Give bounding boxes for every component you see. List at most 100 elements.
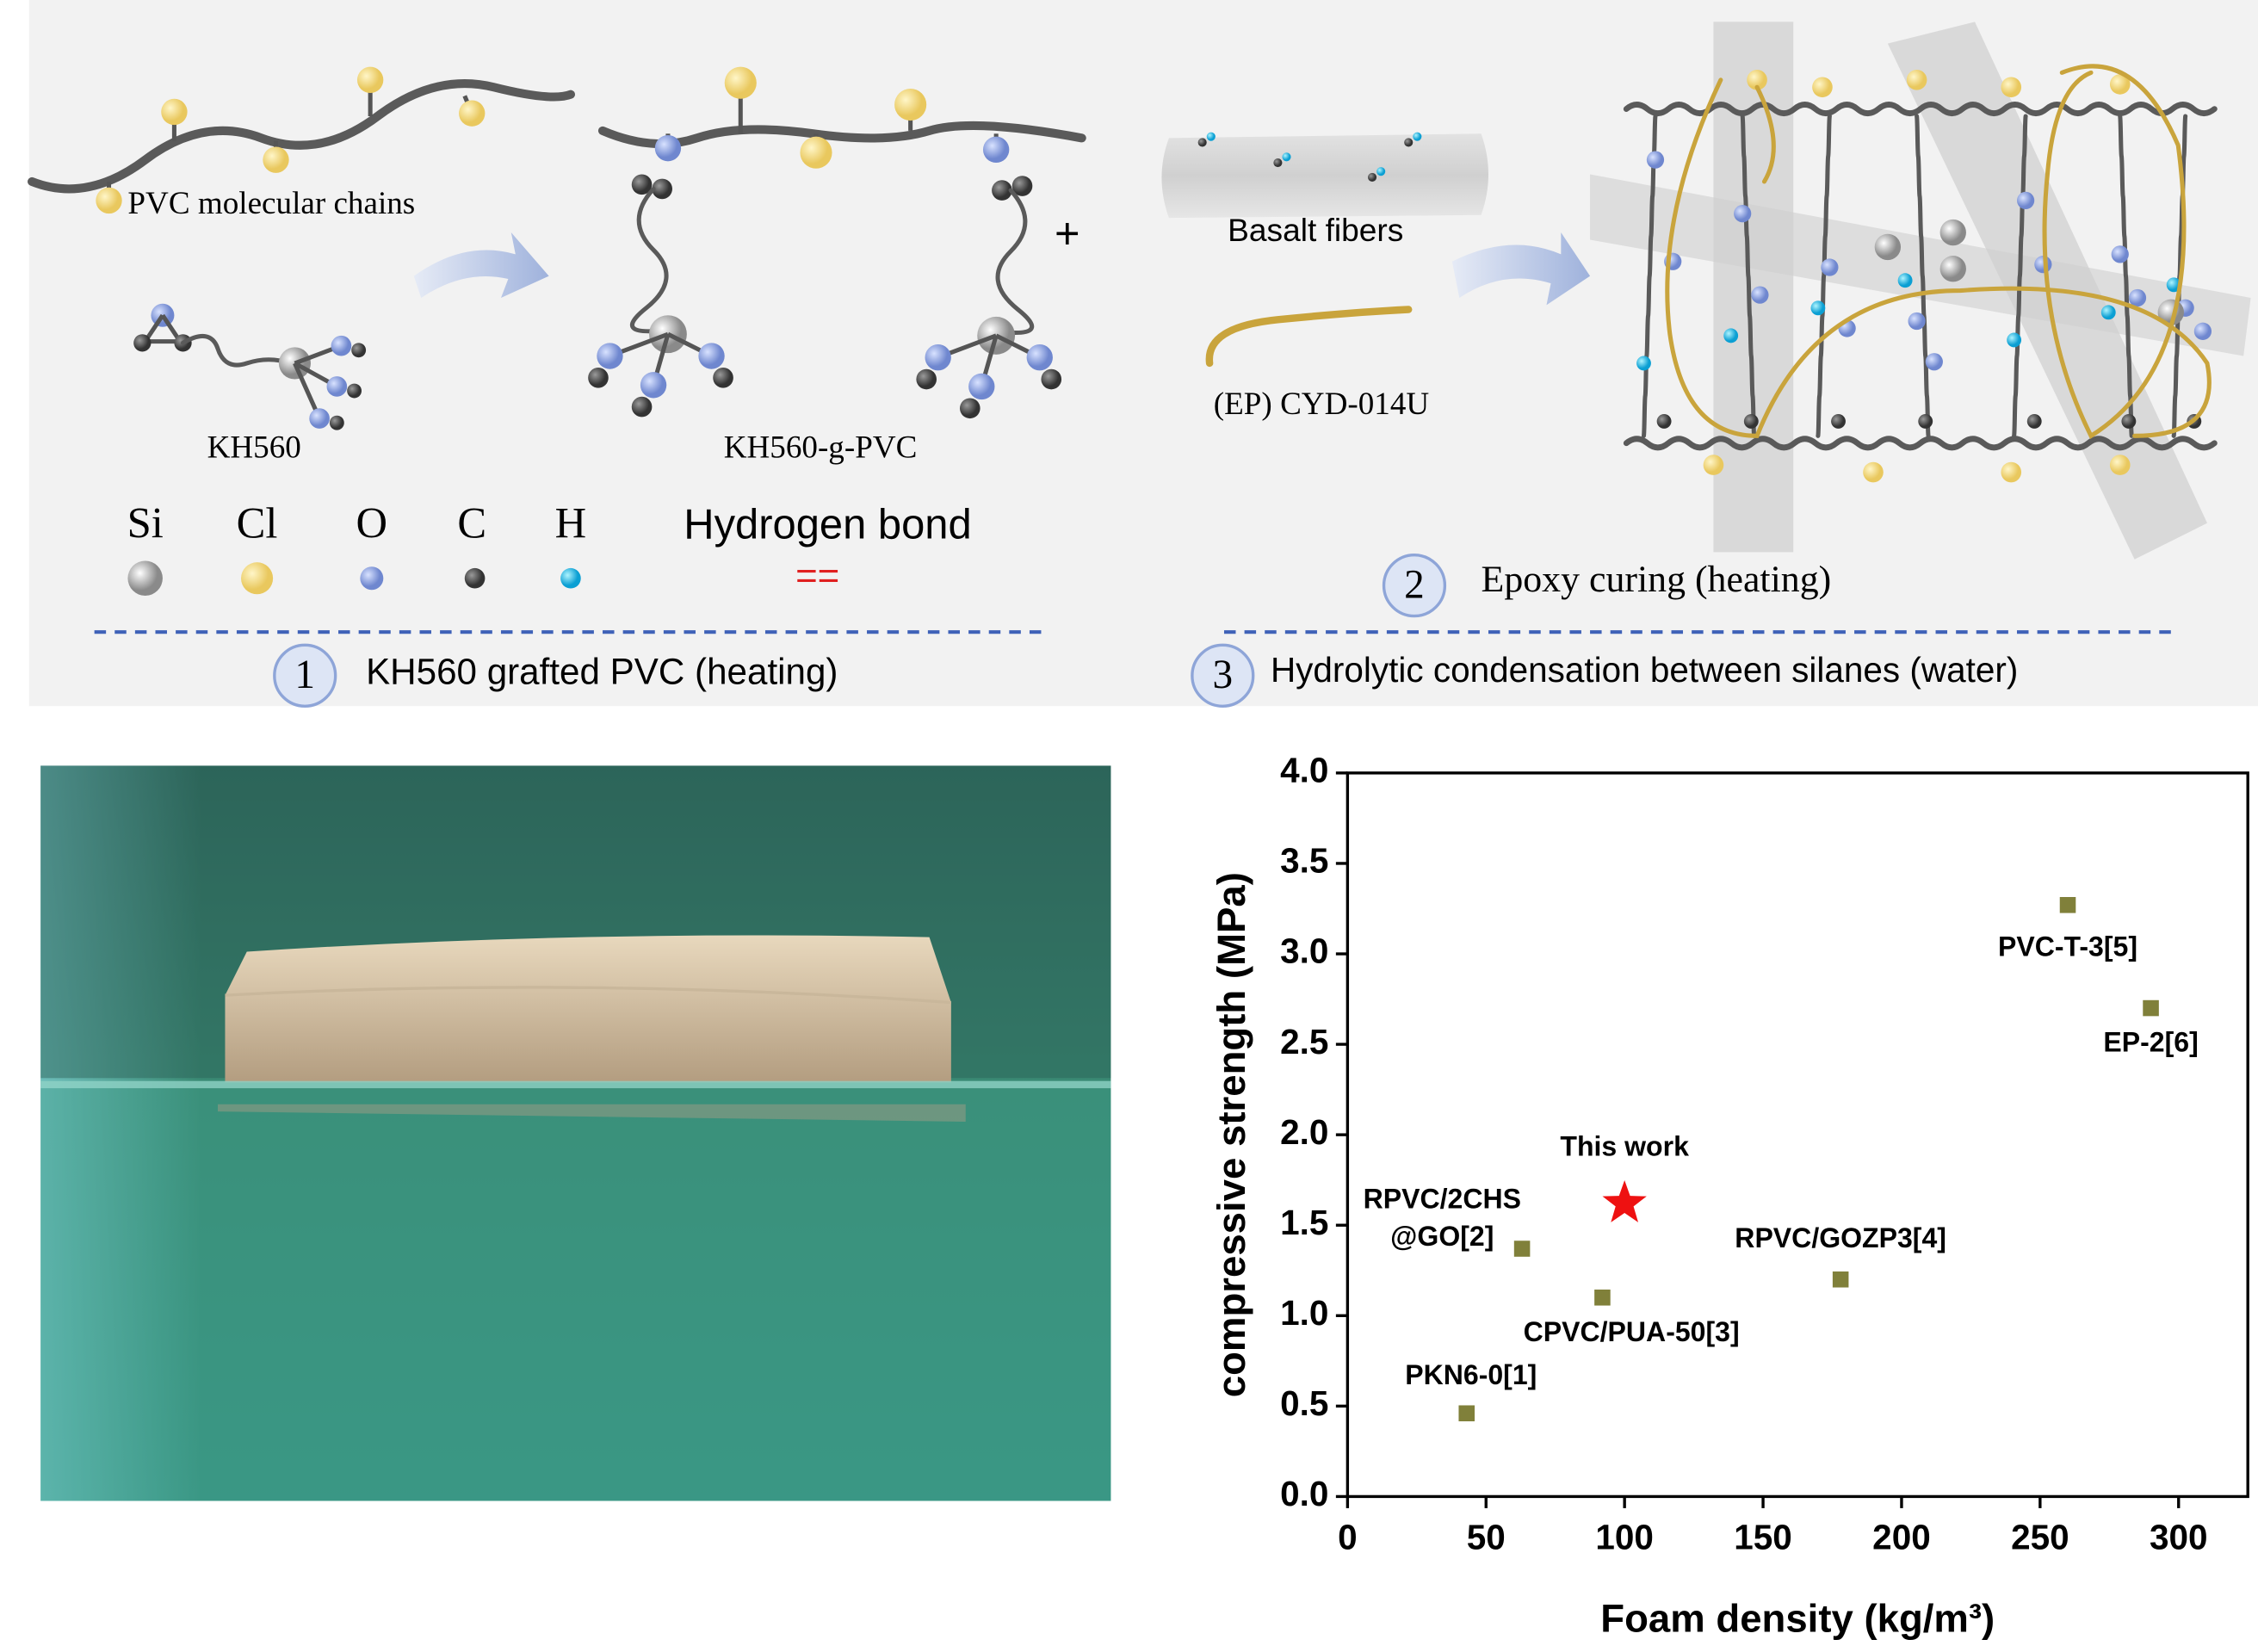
schematic xyxy=(28,22,2251,596)
atom xyxy=(560,567,581,589)
atom xyxy=(1376,167,1386,176)
atom xyxy=(1413,132,1422,141)
atom xyxy=(1747,70,1767,90)
y-axis-label: compressive strength (MPa) xyxy=(1209,872,1253,1397)
label: PVC molecular chains xyxy=(127,186,415,221)
polymer-chain xyxy=(1623,436,2218,451)
step-text: Hydrolytic condensation between silanes … xyxy=(1271,650,2018,690)
legend-label: Hydrogen bond xyxy=(684,502,971,548)
atom xyxy=(263,146,289,173)
polymer-chain xyxy=(1623,102,2218,117)
square-marker xyxy=(1832,1271,1849,1288)
bond xyxy=(629,186,671,334)
atom xyxy=(2007,332,2022,348)
bond xyxy=(1816,114,1832,438)
atom xyxy=(2001,77,2022,98)
y-tick-label: 0.0 xyxy=(1280,1474,1328,1513)
step-number: 2 xyxy=(1404,562,1425,607)
atom xyxy=(1703,455,1724,475)
atom xyxy=(1404,138,1414,147)
x-axis-label: Foam density (kg/m³) xyxy=(1600,1597,1995,1641)
y-tick-label: 1.0 xyxy=(1280,1293,1328,1333)
step-badge xyxy=(273,643,337,708)
atom xyxy=(1206,132,1216,141)
y-tick-label: 3.0 xyxy=(1280,931,1328,971)
atom xyxy=(2121,414,2137,429)
atom xyxy=(1939,256,1966,282)
atom xyxy=(329,415,344,430)
y-tick-label: 2.0 xyxy=(1280,1112,1328,1152)
atom xyxy=(982,136,1010,164)
atom xyxy=(326,376,348,397)
atom xyxy=(1918,414,1933,429)
atom xyxy=(959,398,981,419)
y-tick-label: 3.5 xyxy=(1280,841,1328,881)
atom xyxy=(2109,455,2131,475)
x-tick-label: 250 xyxy=(2011,1518,2069,1557)
atom xyxy=(800,136,832,169)
y-tick-label: 2.5 xyxy=(1280,1022,1328,1061)
atom xyxy=(1743,414,1759,429)
atom xyxy=(992,180,1012,201)
atom xyxy=(1874,233,1902,261)
polymer-chain xyxy=(28,79,575,194)
atom xyxy=(2100,305,2116,320)
square-marker xyxy=(1458,1405,1475,1422)
atom xyxy=(894,88,927,121)
label: Basalt fibers xyxy=(1228,212,1403,248)
square-marker xyxy=(2059,897,2076,913)
atom xyxy=(2193,322,2212,340)
atom xyxy=(133,334,152,352)
atom xyxy=(588,368,609,388)
bond xyxy=(181,334,293,368)
atom xyxy=(127,560,163,596)
atom xyxy=(351,343,367,358)
arrow xyxy=(1451,232,1591,306)
atom xyxy=(631,174,653,195)
atom xyxy=(309,408,330,429)
atom xyxy=(1939,219,1966,246)
x-tick-label: 0 xyxy=(1338,1518,1358,1557)
atom xyxy=(1734,204,1752,223)
atom xyxy=(597,343,623,369)
atom xyxy=(654,134,682,162)
label: (EP) CYD-014U xyxy=(1214,387,1430,422)
bond xyxy=(2012,114,2028,438)
panel-background xyxy=(28,0,2258,707)
atom xyxy=(1273,158,1283,168)
atom xyxy=(2026,414,2042,429)
point-label: RPVC/GOZP3[4] xyxy=(1735,1222,1946,1253)
atom xyxy=(1821,258,1839,276)
atom xyxy=(916,368,937,390)
y-tick-label: 1.5 xyxy=(1280,1203,1328,1242)
step-badge xyxy=(1382,554,1447,618)
atom xyxy=(968,373,995,400)
atom xyxy=(1908,312,1926,331)
square-marker xyxy=(2143,999,2159,1017)
atom xyxy=(640,372,667,399)
photo xyxy=(40,765,1111,1501)
atom xyxy=(360,566,384,591)
star-marker xyxy=(1602,1179,1647,1222)
bond xyxy=(1915,114,1931,438)
square-marker xyxy=(1594,1289,1611,1306)
legend-label: Cl xyxy=(237,498,278,547)
point-label: This work xyxy=(1560,1130,1689,1161)
atom xyxy=(459,100,486,127)
step-number: 1 xyxy=(294,653,315,697)
atom xyxy=(724,66,757,99)
atom xyxy=(1906,70,1927,90)
atom xyxy=(1751,286,1769,304)
atom xyxy=(1897,273,1913,288)
atom xyxy=(1812,77,1833,98)
y-tick-label: 0.5 xyxy=(1280,1383,1328,1423)
epoxy-fiber xyxy=(1205,306,1413,368)
atom xyxy=(1636,356,1651,371)
atom xyxy=(1026,344,1053,371)
atom xyxy=(1925,353,1943,371)
label: KH560 xyxy=(207,430,301,466)
atom xyxy=(652,178,672,200)
bond xyxy=(1740,114,1757,438)
atom xyxy=(464,567,486,589)
